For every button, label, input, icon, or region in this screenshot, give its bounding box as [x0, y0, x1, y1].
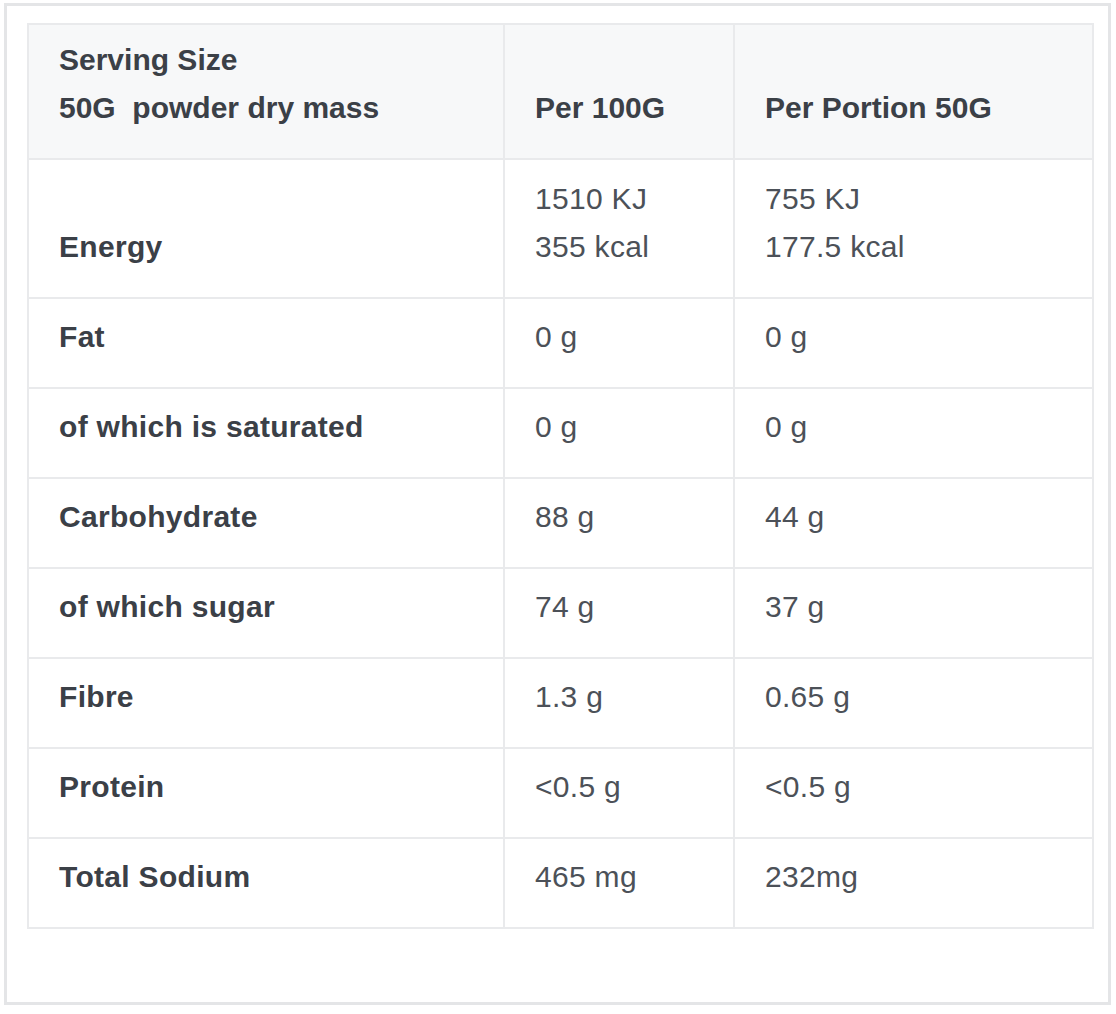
row-label-saturated: of which is saturated — [28, 388, 504, 478]
sodium-per-100g-value: 465 mg — [504, 838, 734, 928]
sugar-per-100g-value: 74 g — [504, 568, 734, 658]
sodium-per-portion-value: 232mg — [734, 838, 1093, 928]
fibre-per-portion-value: 0.65 g — [734, 658, 1093, 748]
table-row-carbohydrate: Carbohydrate 88 g 44 g — [28, 478, 1093, 568]
table-header-row: Serving Size 50G powder dry mass Per 100… — [28, 24, 1093, 159]
sugar-per-portion-value: 37 g — [734, 568, 1093, 658]
carbohydrate-per-portion-value: 44 g — [734, 478, 1093, 568]
table-row-fat: Fat 0 g 0 g — [28, 298, 1093, 388]
table-row-energy: Energy 1510 KJ 355 kcal 755 KJ 177.5 kca… — [28, 159, 1093, 298]
fat-per-100g-value: 0 g — [504, 298, 734, 388]
nutrition-label-card: Serving Size 50G powder dry mass Per 100… — [4, 3, 1111, 1005]
row-label-fibre: Fibre — [28, 658, 504, 748]
protein-per-portion-value: <0.5 g — [734, 748, 1093, 838]
row-label-total-sodium: Total Sodium — [28, 838, 504, 928]
row-label-sugar: of which sugar — [28, 568, 504, 658]
table-row-protein: Protein <0.5 g <0.5 g — [28, 748, 1093, 838]
saturated-per-100g-value: 0 g — [504, 388, 734, 478]
fat-per-portion-value: 0 g — [734, 298, 1093, 388]
saturated-per-portion-value: 0 g — [734, 388, 1093, 478]
energy-per-portion-value: 755 KJ 177.5 kcal — [734, 159, 1093, 298]
table-row-total-sodium: Total Sodium 465 mg 232mg — [28, 838, 1093, 928]
header-serving-size: Serving Size 50G powder dry mass — [28, 24, 504, 159]
table-row-fibre: Fibre 1.3 g 0.65 g — [28, 658, 1093, 748]
row-label-fat: Fat — [28, 298, 504, 388]
header-per-portion-50g: Per Portion 50G — [734, 24, 1093, 159]
carbohydrate-per-100g-value: 88 g — [504, 478, 734, 568]
table-row-saturated: of which is saturated 0 g 0 g — [28, 388, 1093, 478]
row-label-energy: Energy — [28, 159, 504, 298]
header-per-100g: Per 100G — [504, 24, 734, 159]
fibre-per-100g-value: 1.3 g — [504, 658, 734, 748]
energy-per-100g-value: 1510 KJ 355 kcal — [504, 159, 734, 298]
table-row-sugar: of which sugar 74 g 37 g — [28, 568, 1093, 658]
row-label-protein: Protein — [28, 748, 504, 838]
row-label-carbohydrate: Carbohydrate — [28, 478, 504, 568]
protein-per-100g-value: <0.5 g — [504, 748, 734, 838]
nutrition-table: Serving Size 50G powder dry mass Per 100… — [27, 23, 1094, 929]
